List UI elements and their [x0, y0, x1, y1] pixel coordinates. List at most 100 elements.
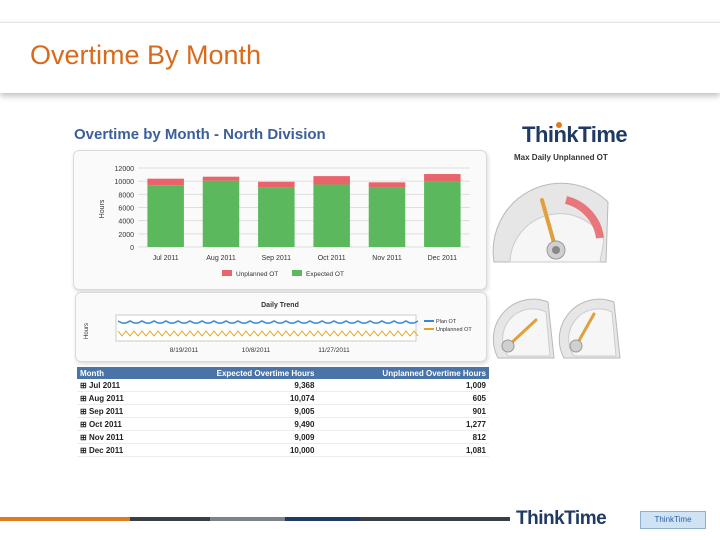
overtime-bar-chart[interactable]: 12000 10000 8000 6000 4000 2000 0 Hours Jul 2011…	[74, 151, 486, 289]
footer-stripe-gray	[210, 517, 285, 521]
footer-stripe-navy	[285, 517, 360, 521]
trend-legend-label: Unplanned OT	[436, 327, 472, 333]
gauges-area	[492, 182, 621, 359]
unplanned-cell: 812	[317, 430, 489, 444]
series-line-unplanned-ot	[117, 330, 419, 337]
bar-unplanned	[424, 174, 461, 182]
trend-x-tick-label: 8/19/2011	[170, 347, 199, 354]
overtime-table: Month Expected Overtime Hours Unplanned …	[77, 367, 489, 457]
bar-expected	[313, 184, 350, 247]
expand-icon[interactable]: ⊞	[80, 380, 87, 390]
unplanned-cell: 1,009	[317, 379, 489, 392]
y-tick-label: 4000	[118, 219, 134, 226]
logo-dot-icon	[556, 122, 562, 128]
table-row[interactable]: ⊞ Oct 2011 9,490 1,277	[77, 417, 489, 431]
expand-icon[interactable]: ⊞	[80, 406, 87, 416]
thinktime-logo: ThinkTime	[522, 122, 628, 148]
table-row[interactable]: ⊞ Aug 2011 10,074 605	[77, 391, 489, 405]
trend-y-axis-label: Hours	[84, 323, 90, 339]
footer-logo: ThinkTime	[516, 508, 607, 529]
y-tick-label: 6000	[118, 206, 134, 213]
month-cell: ⊞ Sep 2011	[77, 404, 155, 418]
expected-cell: 9,005	[154, 404, 318, 418]
expand-icon[interactable]: ⊞	[80, 393, 87, 403]
month-label: Nov 2011	[88, 432, 124, 442]
legend-label: Expected OT	[306, 271, 344, 278]
x-tick-label: Oct 2011	[318, 255, 346, 262]
expected-cell: 9,368	[154, 379, 318, 392]
max-unplanned-ot-gauge[interactable]	[492, 182, 609, 263]
dashboard-title: Overtime by Month - North Division	[74, 126, 326, 143]
x-tick-label: Dec 2011	[428, 255, 458, 262]
expected-cell: 9,009	[154, 430, 318, 444]
bar-expected	[147, 185, 184, 247]
bar-unplanned	[258, 181, 295, 188]
expand-icon[interactable]: ⊞	[80, 445, 87, 455]
y-tick-label: 12000	[115, 166, 135, 173]
x-tick-label: Sep 2011	[262, 255, 292, 262]
month-cell: ⊞ Dec 2011	[77, 443, 155, 457]
x-tick-label: Aug 2011	[206, 255, 236, 262]
y-tick-label: 8000	[118, 192, 134, 199]
month-column-header[interactable]: Month	[77, 367, 155, 379]
expected-cell: 9,490	[154, 417, 318, 431]
unplanned-column-header[interactable]: Unplanned Overtime Hours	[317, 367, 489, 379]
expand-icon[interactable]: ⊞	[80, 419, 87, 429]
bar-chart-panel: 12000 10000 8000 6000 4000 2000 0 Hours Jul 2011…	[73, 150, 487, 290]
bar-expected	[368, 187, 406, 247]
expected-cell: 10,000	[154, 443, 318, 457]
y-tick-label: 2000	[118, 232, 134, 239]
bar-unplanned	[313, 176, 350, 185]
small-gauge-right[interactable]	[558, 298, 621, 359]
small-gauge-left[interactable]	[492, 298, 555, 359]
footer-stripe-dark	[130, 517, 210, 521]
month-label: Sep 2011	[88, 406, 124, 416]
y-tick-label: 10000	[115, 179, 135, 186]
daily-trend-chart[interactable]: Daily Trend Hours 8/19/2011 10/8/2011 11/27/…	[76, 293, 486, 361]
month-label: Aug 2011	[88, 393, 124, 403]
logo-text: ThinkTime	[522, 122, 628, 147]
unplanned-cell: 605	[317, 391, 489, 405]
table-row[interactable]: ⊞ Nov 2011 9,009 812	[77, 430, 489, 444]
month-cell: ⊞ Oct 2011	[77, 417, 155, 431]
bar-expected	[202, 180, 240, 247]
bar-unplanned	[202, 176, 240, 181]
expand-icon[interactable]: ⊞	[80, 432, 87, 442]
title-band	[0, 22, 720, 93]
unplanned-cell: 901	[317, 404, 489, 418]
x-tick-label: Nov 2011	[372, 255, 402, 262]
legend-swatch	[222, 270, 232, 276]
footer-badge: ThinkTime	[640, 511, 706, 529]
daily-trend-panel: Daily Trend Hours 8/19/2011 10/8/2011 11/27/…	[75, 292, 487, 362]
footer-stripe-dark-2	[360, 517, 510, 521]
table-header-row: Month Expected Overtime Hours Unplanned …	[77, 367, 489, 379]
y-axis-label: Hours	[99, 199, 106, 218]
trend-x-tick-label: 10/8/2011	[242, 347, 271, 354]
month-cell: ⊞ Aug 2011	[77, 391, 155, 405]
month-label: Jul 2011	[88, 380, 121, 390]
legend-label: Unplanned OT	[236, 271, 278, 278]
table-row[interactable]: ⊞ Jul 2011 9,368 1,009	[77, 379, 489, 392]
table-row[interactable]: ⊞ Dec 2011 10,000 1,081	[77, 443, 489, 457]
table-row[interactable]: ⊞ Sep 2011 9,005 901	[77, 404, 489, 418]
x-tick-label: Jul 2011	[153, 255, 179, 262]
gauge-title: Max Daily Unplanned OT	[514, 153, 608, 162]
bar-expected	[258, 187, 295, 247]
trend-legend-label: Plan OT	[436, 319, 457, 325]
expected-column-header[interactable]: Expected Overtime Hours	[154, 367, 318, 379]
trend-title: Daily Trend	[261, 302, 299, 309]
page-title: Overtime By Month	[30, 40, 262, 70]
unplanned-cell: 1,277	[317, 417, 489, 431]
series-line-plan-ot	[117, 320, 419, 324]
expected-cell: 10,074	[154, 391, 318, 405]
bar-expected	[424, 181, 461, 247]
unplanned-cell: 1,081	[317, 443, 489, 457]
y-tick-label: 0	[130, 245, 134, 252]
legend-swatch	[292, 270, 302, 276]
footer-stripe-orange	[0, 517, 130, 521]
month-cell: ⊞ Nov 2011	[77, 430, 155, 444]
bar-unplanned	[147, 178, 184, 186]
month-label: Dec 2011	[88, 445, 124, 455]
month-label: Oct 2011	[88, 419, 122, 429]
trend-x-tick-label: 11/27/2011	[318, 347, 350, 354]
